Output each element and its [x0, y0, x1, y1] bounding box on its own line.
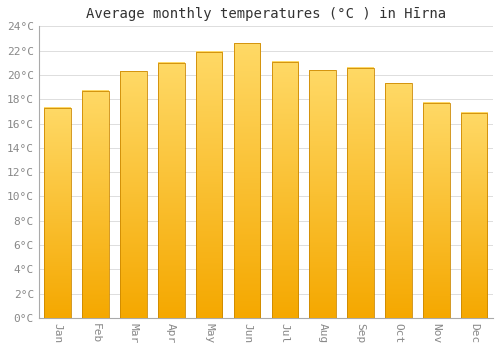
Bar	[272, 62, 298, 318]
Bar	[44, 108, 71, 318]
Bar	[234, 43, 260, 318]
Bar	[120, 71, 146, 318]
Bar	[158, 63, 184, 318]
Title: Average monthly temperatures (°C ) in Hīrna: Average monthly temperatures (°C ) in Hī…	[86, 7, 446, 21]
Bar	[423, 103, 450, 318]
Bar	[82, 91, 109, 318]
Bar	[348, 68, 374, 318]
Bar	[196, 52, 222, 318]
Bar	[310, 70, 336, 318]
Bar	[461, 113, 487, 318]
Bar	[385, 83, 411, 318]
